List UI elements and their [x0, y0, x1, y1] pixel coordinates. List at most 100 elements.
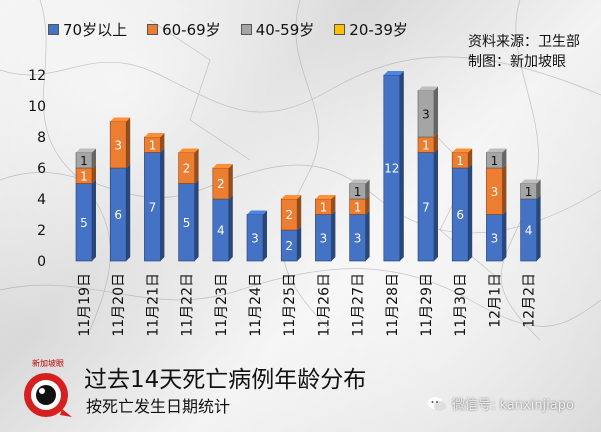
bar-value-label: 2: [285, 239, 293, 253]
bar-segment: 2: [280, 226, 302, 262]
bar-side: [297, 226, 302, 261]
bar-segment: 2: [280, 195, 302, 231]
bar-value-label: 1: [149, 138, 157, 152]
legend-item-40-59: 40-59岁: [240, 19, 314, 40]
legend-item-60-69: 60-69岁: [147, 19, 221, 40]
legend-item-20-39: 20-39岁: [334, 19, 408, 40]
bar-value-label: 7: [149, 200, 157, 214]
bar-side: [365, 210, 370, 261]
legend-swatch: [147, 24, 159, 35]
bar-top: [418, 86, 438, 91]
bar-value-label: 5: [80, 216, 88, 230]
bar-value-label: 2: [217, 177, 225, 191]
bar-segment: 5: [75, 179, 96, 262]
bar-value-label: 2: [183, 162, 191, 176]
bar-value-label: 1: [320, 200, 328, 214]
source-note: 资料来源：卫生部 制图：新加坡眼: [468, 32, 580, 72]
bar-segment: 4: [520, 195, 541, 262]
bar-side: [399, 71, 404, 261]
bar-segment: 1: [75, 164, 96, 184]
bar-segment: 3: [109, 117, 131, 169]
bar-side: [92, 179, 96, 261]
bar-value-label: 3: [491, 231, 499, 245]
wechat-icon: [427, 396, 446, 411]
bar-side: [228, 195, 233, 261]
bar-value-label: 1: [80, 154, 88, 168]
bar-side: [126, 117, 131, 168]
x-tick-label: 11月20日: [111, 273, 127, 337]
wechat-id: 微信号: kanxinjiapo: [427, 394, 574, 413]
bar-side: [502, 210, 507, 261]
bar-top: [281, 195, 302, 199]
chart-subtitle: 按死亡发生日期统计: [86, 397, 231, 416]
legend: 70岁以上 60-69岁 40-59岁 20-39岁: [48, 19, 408, 40]
bar-value-label: 1: [354, 185, 362, 199]
bar-top: [486, 148, 507, 153]
x-tick-label: 11月28日: [385, 273, 401, 337]
legend-swatch: [48, 24, 59, 35]
bar-value-label: 1: [491, 154, 499, 168]
bar-value-label: 3: [354, 231, 362, 245]
bar-value-label: 3: [491, 185, 499, 199]
bar-value-label: 2: [285, 208, 293, 222]
x-tick-label: 11月19日: [77, 273, 93, 337]
bar-segment: 4: [212, 195, 233, 262]
bar-segment: 3: [349, 210, 370, 262]
bar-top: [144, 133, 165, 137]
bar-side: [194, 148, 199, 184]
bar-side: [92, 164, 96, 184]
bar-side: [536, 195, 541, 261]
bar-side: [434, 133, 438, 153]
y-tick-label: 10: [28, 99, 46, 115]
y-tick-label: 0: [37, 254, 46, 270]
bar-side: [331, 210, 336, 261]
bar-top: [212, 164, 233, 168]
bar-top: [315, 195, 336, 199]
bar-segment: 3: [486, 164, 507, 215]
legend-swatch: [334, 24, 346, 35]
legend-item-70-plus: 70岁以上: [48, 19, 127, 40]
bar-top: [110, 117, 131, 122]
bar-segment: 1: [417, 133, 438, 153]
bar-value-label: 4: [525, 224, 533, 238]
brand-logo: 新加坡眼: [24, 358, 72, 417]
x-tick-label: 11月27日: [351, 273, 367, 337]
x-axis: 11月19日 11月20日 11月21日 11月22日 11月23日 11月24日 11月2…: [77, 273, 538, 337]
bar-side: [194, 179, 199, 261]
bar-segment: 6: [451, 164, 473, 262]
x-tick-label: 11月25日: [282, 273, 298, 337]
bar-value-label: 4: [217, 224, 225, 238]
bar-segment: 6: [109, 164, 131, 262]
bar-value-label: 6: [456, 208, 464, 222]
bar-value-label: 1: [525, 185, 533, 199]
legend-swatch: [240, 24, 252, 35]
chart-title: 过去14天死亡病例年龄分布: [84, 367, 367, 393]
bar-side: [228, 164, 233, 199]
bar-top: [76, 148, 96, 153]
bar-segment: 1: [486, 148, 507, 169]
bar-value-label: 1: [422, 138, 430, 152]
bar-side: [160, 133, 165, 153]
credit-line: 制图：新加坡眼: [468, 54, 566, 70]
bar-side: [126, 164, 131, 261]
bar-value-label: 3: [114, 138, 122, 152]
bar-value-label: 3: [251, 231, 259, 245]
x-tick-label: 11月22日: [180, 273, 196, 337]
x-tick-label: 11月21日: [145, 273, 161, 337]
bar-side: [365, 195, 370, 215]
x-tick-label: 11月30日: [453, 273, 469, 337]
legend-label: 60-69岁: [162, 21, 221, 39]
bar-value-label: 3: [422, 107, 430, 121]
bar-segment: 7: [144, 148, 165, 262]
x-tick-label: 11月23日: [214, 273, 230, 337]
bar-segment: 1: [349, 179, 370, 200]
y-tick-label: 8: [37, 130, 46, 146]
bar-top: [452, 148, 473, 153]
bar-side: [502, 164, 507, 215]
bar-side: [434, 86, 438, 137]
y-axis: 0 2 4 6 8 10 12: [28, 68, 46, 270]
bar-segment: 3: [315, 210, 336, 262]
x-tick-label: 11月29日: [419, 273, 435, 337]
bar-segment: 2: [178, 148, 199, 184]
